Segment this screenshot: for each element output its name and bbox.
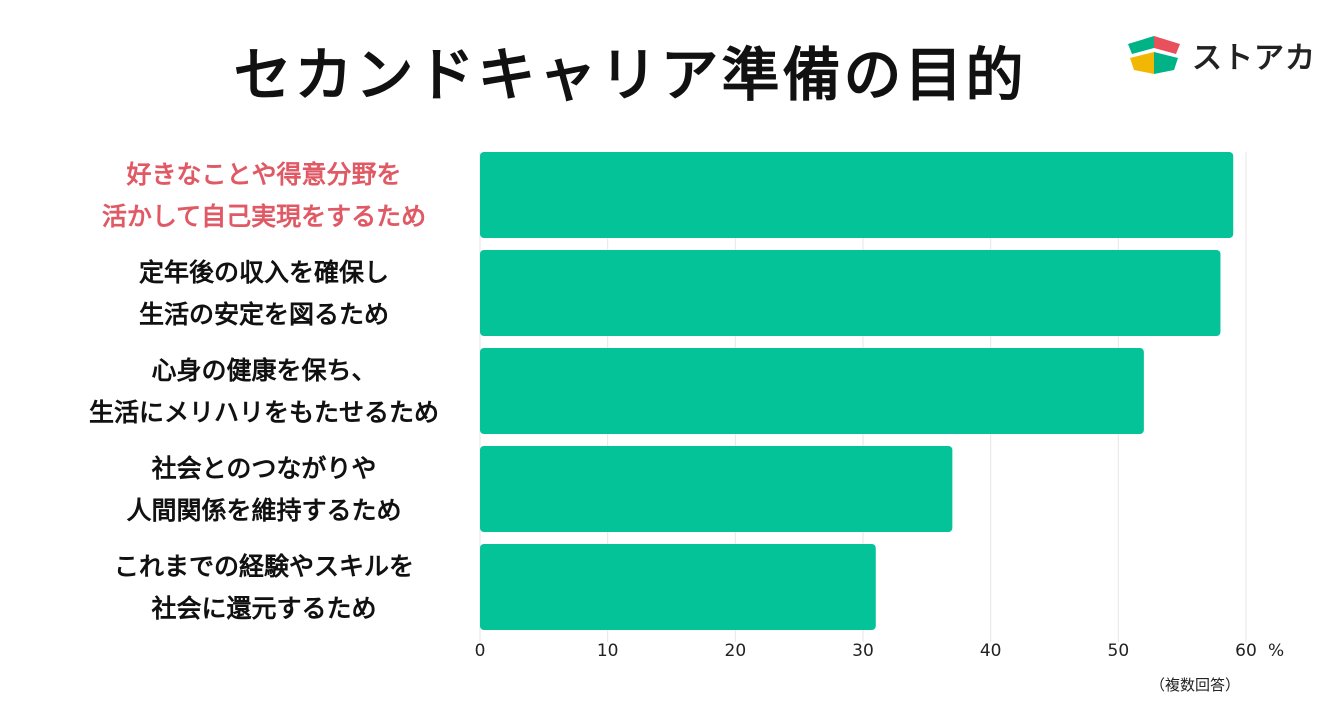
- bar: [480, 544, 876, 630]
- category-label: 心身の健康を保ち、生活にメリハリをもたせるため: [89, 356, 439, 427]
- brand-logo: ストアカ: [1124, 32, 1316, 78]
- bar: [480, 446, 953, 532]
- category-label-line: 好きなことや得意分野を: [125, 160, 401, 189]
- multiple-answer-note: （複数回答）: [1150, 676, 1241, 694]
- x-tick-label: 10: [597, 641, 619, 661]
- chart-title: セカンドキャリア準備の目的: [233, 41, 1027, 109]
- x-axis-unit: %: [1268, 641, 1284, 661]
- stoaka-logo-icon: [1128, 36, 1180, 74]
- category-label-line: 定年後の収入を確保し: [139, 258, 389, 287]
- x-tick-label: 40: [980, 641, 1002, 661]
- bar: [480, 250, 1221, 336]
- category-label: 社会とのつながりや人間関係を維持するため: [126, 454, 401, 525]
- bar: [480, 348, 1144, 434]
- x-tick-label: 0: [475, 641, 486, 661]
- bars: [480, 152, 1234, 630]
- category-labels: 好きなことや得意分野を活かして自己実現をするため定年後の収入を確保し生活の安定を…: [89, 160, 439, 623]
- category-label: これまでの経験やスキルを社会に還元するため: [114, 552, 414, 623]
- category-label: 定年後の収入を確保し生活の安定を図るため: [139, 258, 389, 329]
- category-label-line: 社会とのつながりや: [152, 454, 377, 483]
- category-label-line: 生活の安定を図るため: [139, 300, 389, 329]
- bar: [480, 152, 1234, 238]
- category-label-line: これまでの経験やスキルを: [114, 552, 414, 581]
- x-tick-label: 50: [1108, 641, 1130, 661]
- x-axis-ticks: 0 10 20 30 40 50 60%: [475, 641, 1285, 661]
- category-label: 好きなことや得意分野を活かして自己実現をするため: [102, 160, 426, 231]
- category-label-line: 心身の健康を保ち、: [151, 356, 376, 385]
- category-label-line: 生活にメリハリをもたせるため: [89, 398, 439, 427]
- x-tick-label: 60: [1235, 641, 1257, 661]
- category-label-line: 活かして自己実現をするため: [102, 202, 426, 231]
- x-tick-label: 30: [852, 641, 874, 661]
- category-label-line: 社会に還元するため: [151, 594, 376, 623]
- x-tick-label: 20: [725, 641, 747, 661]
- logo-text: ストアカ: [1192, 41, 1316, 76]
- category-label-line: 人間関係を維持するため: [126, 496, 401, 525]
